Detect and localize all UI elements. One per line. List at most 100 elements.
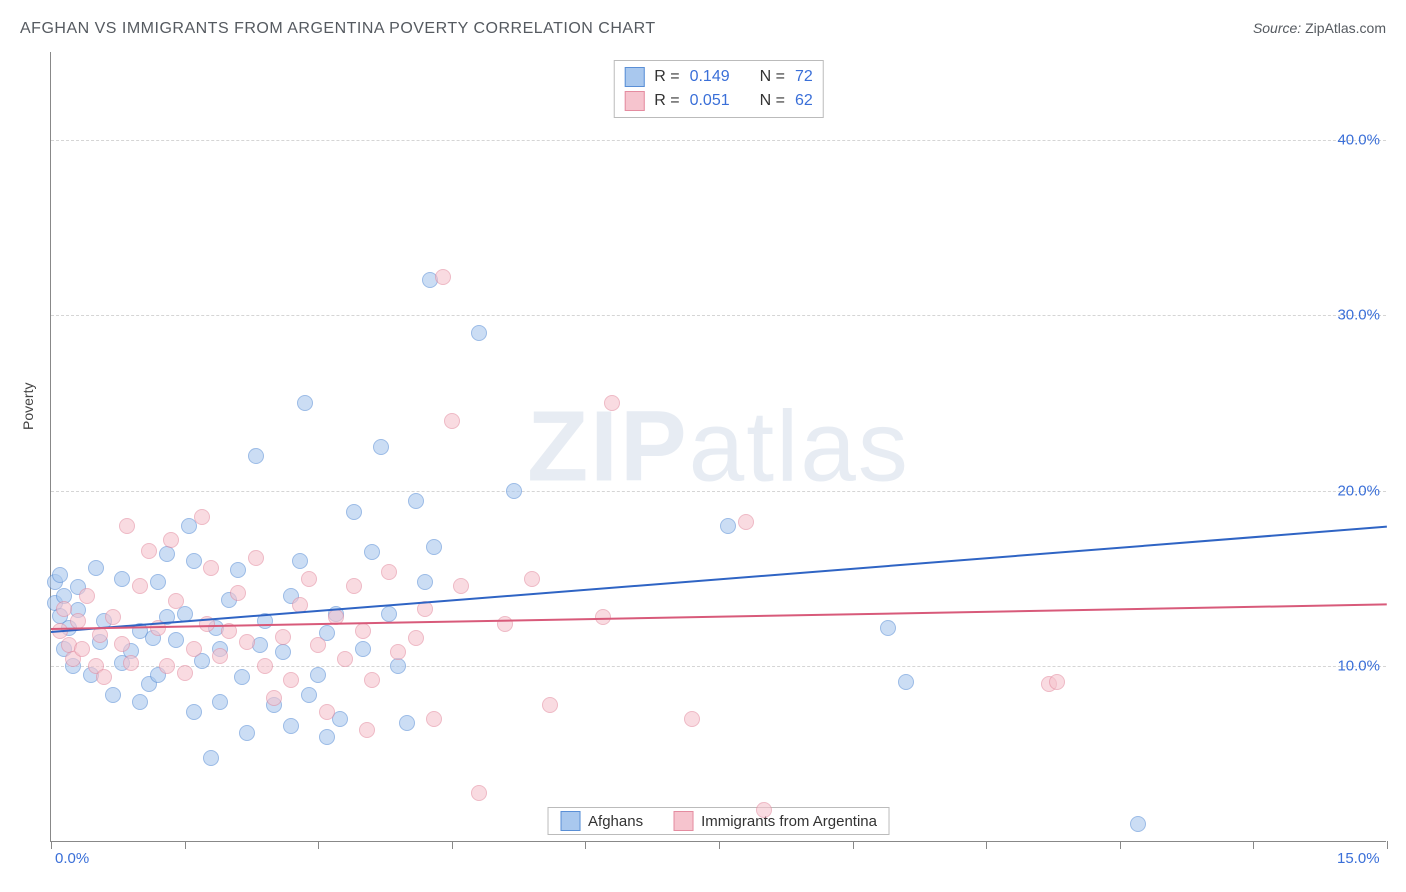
r-value: 0.149 xyxy=(690,68,730,86)
data-point xyxy=(319,729,335,745)
data-point xyxy=(56,601,72,617)
data-point xyxy=(506,483,522,499)
n-value: 62 xyxy=(795,92,813,110)
swatch-argentina xyxy=(624,91,644,111)
data-point xyxy=(346,578,362,594)
data-point xyxy=(266,690,282,706)
data-point xyxy=(230,585,246,601)
data-point xyxy=(96,669,112,685)
data-point xyxy=(310,667,326,683)
gridline xyxy=(51,666,1386,667)
data-point xyxy=(168,632,184,648)
data-point xyxy=(239,725,255,741)
data-point xyxy=(426,711,442,727)
data-point xyxy=(283,718,299,734)
legend-swatch-argentina xyxy=(673,811,693,831)
data-point xyxy=(381,606,397,622)
legend-label: Afghans xyxy=(588,813,643,830)
data-point xyxy=(399,715,415,731)
r-label: R = xyxy=(654,68,679,86)
data-point xyxy=(337,651,353,667)
data-point xyxy=(319,704,335,720)
x-tick xyxy=(185,841,186,849)
stats-row-afghans: R = 0.149 N = 72 xyxy=(624,65,813,89)
data-point xyxy=(203,560,219,576)
data-point xyxy=(408,630,424,646)
data-point xyxy=(364,544,380,560)
data-point xyxy=(168,593,184,609)
x-tick-label: 15.0% xyxy=(1337,850,1380,867)
data-point xyxy=(132,578,148,594)
data-point xyxy=(105,609,121,625)
data-point xyxy=(542,697,558,713)
data-point xyxy=(898,674,914,690)
y-axis-label: Poverty xyxy=(20,383,36,430)
data-point xyxy=(239,634,255,650)
data-point xyxy=(435,269,451,285)
data-point xyxy=(471,325,487,341)
data-point xyxy=(275,644,291,660)
n-value: 72 xyxy=(795,68,813,86)
r-label: R = xyxy=(654,92,679,110)
x-tick xyxy=(853,841,854,849)
data-point xyxy=(159,546,175,562)
data-point xyxy=(390,644,406,660)
data-point xyxy=(880,620,896,636)
data-point xyxy=(720,518,736,534)
n-label: N = xyxy=(760,92,785,110)
data-point xyxy=(1130,816,1146,832)
x-tick xyxy=(318,841,319,849)
data-point xyxy=(310,637,326,653)
data-point xyxy=(684,711,700,727)
data-point xyxy=(426,539,442,555)
x-tick xyxy=(51,841,52,849)
data-point xyxy=(1049,674,1065,690)
data-point xyxy=(283,672,299,688)
data-point xyxy=(150,574,166,590)
x-tick xyxy=(719,841,720,849)
data-point xyxy=(301,571,317,587)
data-point xyxy=(301,687,317,703)
stats-legend-box: R = 0.149 N = 72 R = 0.051 N = 62 xyxy=(613,60,824,118)
y-tick-label: 30.0% xyxy=(1337,307,1380,324)
data-point xyxy=(381,564,397,580)
y-tick-label: 10.0% xyxy=(1337,658,1380,675)
data-point xyxy=(163,532,179,548)
watermark: ZIPatlas xyxy=(527,389,910,504)
data-point xyxy=(194,509,210,525)
data-point xyxy=(297,395,313,411)
bottom-legend: Afghans Immigrants from Argentina xyxy=(547,807,890,835)
data-point xyxy=(203,750,219,766)
data-point xyxy=(471,785,487,801)
watermark-light: atlas xyxy=(689,390,910,502)
swatch-afghans xyxy=(624,67,644,87)
source-label: Source: xyxy=(1253,20,1301,36)
x-tick-label: 0.0% xyxy=(55,850,89,867)
data-point xyxy=(177,665,193,681)
n-label: N = xyxy=(760,68,785,86)
data-point xyxy=(186,704,202,720)
data-point xyxy=(417,574,433,590)
legend-swatch-afghans xyxy=(560,811,580,831)
data-point xyxy=(364,672,380,688)
data-point xyxy=(114,636,130,652)
data-point xyxy=(234,669,250,685)
x-tick xyxy=(452,841,453,849)
data-point xyxy=(275,629,291,645)
data-point xyxy=(756,802,772,818)
legend-label: Immigrants from Argentina xyxy=(701,813,877,830)
data-point xyxy=(257,658,273,674)
data-point xyxy=(74,641,90,657)
scatter-plot-area: ZIPatlas R = 0.149 N = 72 R = 0.051 N = … xyxy=(50,52,1386,842)
data-point xyxy=(524,571,540,587)
stats-row-argentina: R = 0.051 N = 62 xyxy=(624,89,813,113)
data-point xyxy=(105,687,121,703)
data-point xyxy=(132,694,148,710)
data-point xyxy=(346,504,362,520)
gridline xyxy=(51,140,1386,141)
data-point xyxy=(408,493,424,509)
data-point xyxy=(248,550,264,566)
data-point xyxy=(230,562,246,578)
legend-item-afghans: Afghans xyxy=(560,811,643,831)
data-point xyxy=(355,641,371,657)
